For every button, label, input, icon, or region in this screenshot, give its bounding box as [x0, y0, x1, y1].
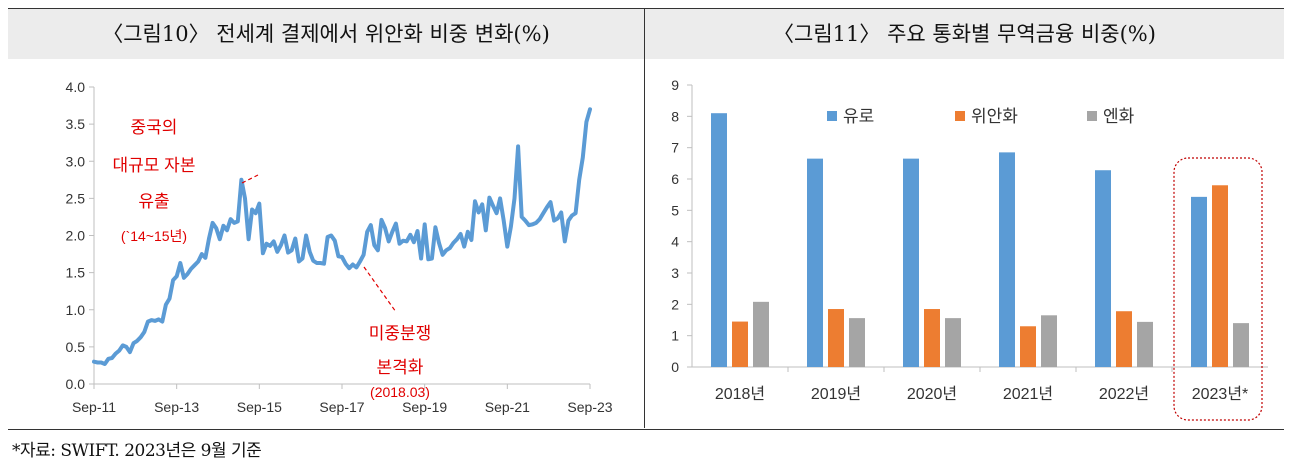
- x-tick-label: Sep-15: [237, 399, 282, 415]
- trade-finance-bar-chart: 0 1 2 3 4 5 6 7 8 9 2018년 2019년 2020년 2021년 2022년 2023년…: [671, 77, 1268, 421]
- legend-swatch-yen: [1087, 111, 1097, 121]
- annotation-leader-1: [241, 174, 259, 184]
- bar-euro: [903, 158, 919, 367]
- bar-euro: [711, 113, 727, 367]
- x-category-label: 2021년: [1003, 385, 1053, 403]
- bar-yen: [753, 301, 769, 367]
- figure-frame: [8, 8, 1284, 430]
- bar-yuan: [1212, 185, 1228, 367]
- annotation-capital-outflow: (`14~15년): [121, 228, 187, 244]
- y-tick-label: 1: [671, 328, 679, 344]
- bar-yen: [1137, 321, 1153, 367]
- annotation-trade-war: 본격화: [377, 358, 424, 377]
- legend-swatch-euro: [827, 111, 837, 121]
- y-tick-label: 9: [671, 77, 679, 93]
- annotation-capital-outflow: 중국의: [131, 118, 178, 137]
- y-tick-label: 4: [671, 234, 679, 250]
- bar-yuan: [1020, 326, 1036, 367]
- x-tick-label: Sep-21: [485, 399, 530, 415]
- bar-yen: [849, 318, 865, 367]
- y-tick-label: 0.5: [66, 339, 86, 355]
- annotation-trade-war: 미중분쟁: [369, 324, 432, 343]
- legend-label-euro: 유로: [843, 107, 874, 126]
- y-tick-label: 2: [671, 296, 679, 312]
- y-tick-label: 6: [671, 171, 679, 187]
- bar-yen: [1041, 315, 1057, 367]
- bar-yuan: [732, 321, 748, 367]
- y-tick-label: 2.0: [66, 228, 86, 244]
- x-category-label: 2018년: [715, 385, 765, 403]
- bar-yuan: [1116, 311, 1132, 367]
- left-chart-panel: 〈그림10〉 전세계 결제에서 위안화 비중 변화(%) 0.0 0.5 1.0 1.…: [8, 9, 644, 427]
- x-category-label: 2020년: [907, 385, 957, 403]
- x-tick-label: Sep-23: [567, 399, 612, 415]
- right-chart-panel: 〈그림11〉 주요 통화별 무역금융 비중(%) 0 1 2 3 4 5 6 7 8 9 2018년…: [645, 9, 1284, 427]
- y-tick-label: 7: [671, 140, 679, 156]
- y-tick-label: 0: [671, 359, 679, 375]
- x-tick-label: Sep-17: [319, 399, 364, 415]
- bar-euro: [807, 158, 823, 367]
- source-footnote: *자료: SWIFT. 2023년은 9월 기준: [12, 441, 262, 461]
- x-tick-label: Sep-13: [154, 399, 199, 415]
- y-tick-label: 1.0: [66, 302, 86, 318]
- legend-label-yen: 엔화: [1103, 107, 1135, 126]
- y-tick-label: 0.0: [66, 376, 86, 392]
- yuan-share-line: [92, 107, 592, 366]
- bar-euro: [999, 152, 1015, 367]
- panel-divider: [644, 8, 645, 428]
- highlight-2023-box: [1173, 157, 1263, 421]
- y-tick-label: 5: [671, 202, 679, 218]
- y-tick-label: 3.0: [66, 153, 86, 169]
- right-chart-title: 〈그림11〉 주요 통화별 무역금융 비중(%): [645, 9, 1284, 59]
- bar-yen: [1233, 323, 1249, 367]
- x-tick-label: Sep-19: [402, 399, 447, 415]
- bar-yen: [945, 318, 961, 367]
- bar-yuan: [924, 309, 940, 367]
- left-chart-title: 〈그림10〉 전세계 결제에서 위안화 비중 변화(%): [8, 9, 644, 59]
- y-tick-label: 4.0: [66, 79, 86, 95]
- y-tick-label: 2.5: [66, 190, 86, 206]
- annotation-capital-outflow: 유출: [138, 192, 169, 211]
- bar-euro: [1095, 170, 1111, 367]
- legend-swatch-yuan: [955, 111, 965, 121]
- legend-label-yuan: 위안화: [971, 107, 1018, 126]
- annotation-capital-outflow: 대규모 자본: [113, 156, 196, 175]
- bar-yuan: [828, 309, 844, 367]
- yuan-share-line-chart: 0.0 0.5 1.0 1.5 2.0 2.5 3.0 3.5 4.0 Sep-11 Sep-13 S…: [66, 79, 613, 415]
- y-tick-label: 3: [671, 265, 679, 281]
- x-category-label: 2019년: [811, 385, 861, 403]
- x-category-label: 2022년: [1099, 385, 1149, 403]
- annotation-leader-2: [363, 266, 397, 313]
- y-tick-label: 1.5: [66, 265, 86, 281]
- y-tick-label: 8: [671, 108, 679, 124]
- x-tick-label: Sep-11: [72, 399, 116, 415]
- annotation-trade-war: (2018.03): [370, 384, 430, 400]
- x-category-label: 2023년*: [1192, 385, 1249, 403]
- bar-euro: [1191, 196, 1207, 367]
- y-tick-label: 3.5: [66, 116, 86, 132]
